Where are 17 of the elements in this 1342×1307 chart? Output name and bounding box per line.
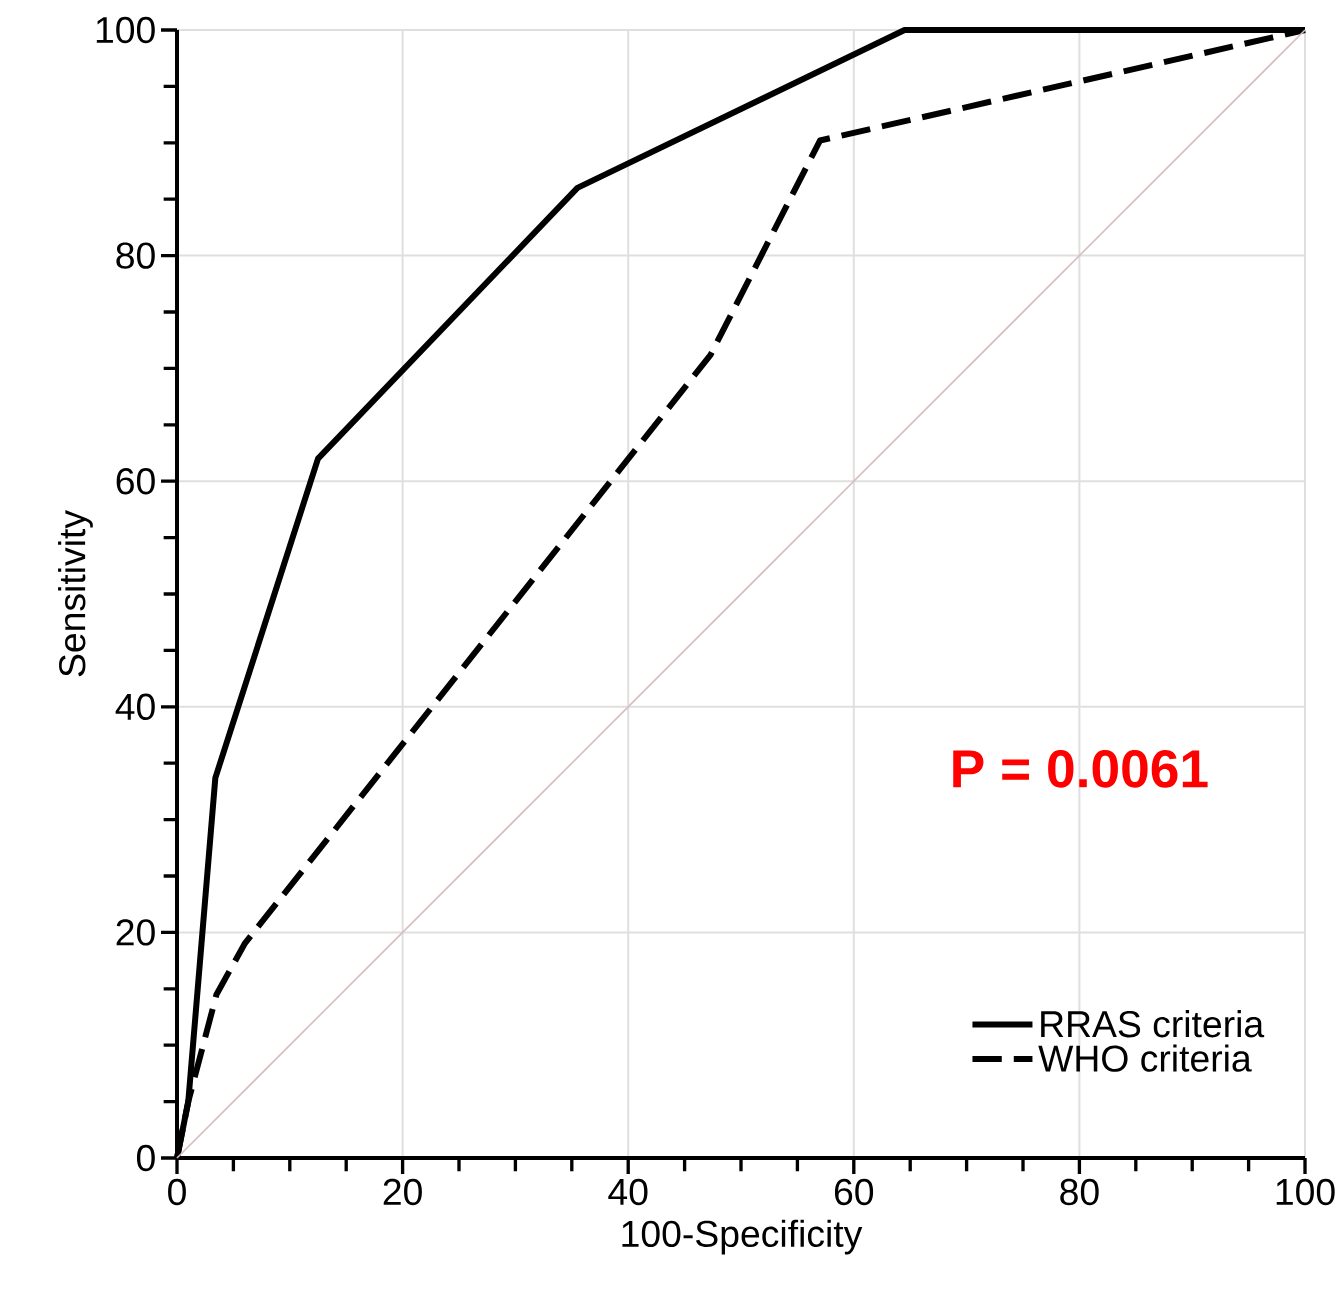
x-tick-label: 0 <box>168 1178 186 1206</box>
y-tick-label: 0 <box>136 1144 155 1172</box>
x-tick-label: 40 <box>608 1178 648 1206</box>
y-tick-label: 60 <box>116 467 155 495</box>
annotation: P = 0.0061 <box>953 749 1208 788</box>
x-axis-title: 100-Specificity <box>622 1219 863 1255</box>
y-axis-title: Sensitivity <box>58 510 93 677</box>
legend-label: WHO criteria <box>1038 1044 1252 1072</box>
y-tick-label: 20 <box>116 919 155 946</box>
legend-label: RRAS criteria <box>1041 1010 1265 1038</box>
x-tick-label: 100 <box>1276 1178 1335 1206</box>
x-tick-label: 80 <box>1060 1178 1099 1206</box>
x-tick-label: 60 <box>834 1178 874 1206</box>
y-tick-label: 80 <box>116 242 155 269</box>
x-tick-label: 20 <box>383 1178 422 1206</box>
y-tick-label: 40 <box>115 693 155 720</box>
y-tick-label: 100 <box>96 16 155 44</box>
